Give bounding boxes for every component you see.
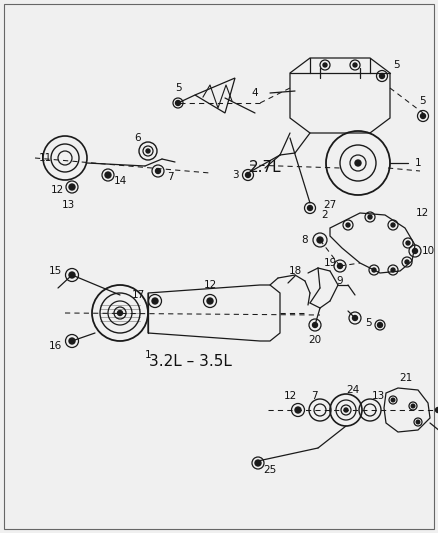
- Text: 11: 11: [39, 153, 52, 163]
- Text: 12: 12: [50, 185, 64, 195]
- Circle shape: [435, 408, 438, 413]
- Circle shape: [378, 322, 382, 327]
- Text: 10: 10: [421, 246, 434, 256]
- Text: 4: 4: [252, 88, 258, 98]
- Circle shape: [344, 408, 348, 412]
- Circle shape: [307, 206, 312, 211]
- Circle shape: [155, 168, 160, 174]
- Text: 12: 12: [415, 208, 429, 218]
- Circle shape: [346, 223, 350, 227]
- Circle shape: [368, 215, 372, 219]
- Circle shape: [317, 237, 323, 243]
- Text: 2.7L: 2.7L: [249, 160, 281, 175]
- Circle shape: [246, 173, 251, 177]
- Text: 14: 14: [113, 176, 127, 186]
- Text: 27: 27: [323, 200, 337, 210]
- Text: 2: 2: [321, 210, 328, 220]
- Circle shape: [323, 63, 327, 67]
- Circle shape: [69, 338, 75, 344]
- Circle shape: [255, 460, 261, 466]
- Circle shape: [420, 114, 425, 118]
- Text: 7: 7: [167, 172, 173, 182]
- Text: 17: 17: [131, 290, 145, 300]
- Text: 1: 1: [415, 158, 421, 168]
- Circle shape: [391, 223, 395, 227]
- Text: 5: 5: [394, 60, 400, 70]
- Text: 5: 5: [175, 83, 181, 93]
- Circle shape: [312, 322, 318, 327]
- Text: 12: 12: [203, 280, 217, 290]
- Circle shape: [353, 63, 357, 67]
- Text: 13: 13: [371, 391, 385, 401]
- Text: 18: 18: [288, 266, 302, 276]
- Circle shape: [406, 241, 410, 245]
- Text: 3: 3: [232, 170, 238, 180]
- Text: 5: 5: [365, 318, 371, 328]
- Circle shape: [416, 420, 420, 424]
- Text: 24: 24: [346, 385, 360, 395]
- Text: 25: 25: [263, 465, 277, 475]
- Text: 21: 21: [399, 373, 413, 383]
- Text: 19: 19: [323, 258, 337, 268]
- Circle shape: [413, 248, 417, 254]
- Circle shape: [391, 268, 395, 272]
- Text: 20: 20: [308, 335, 321, 345]
- Text: 1: 1: [145, 350, 151, 360]
- Circle shape: [146, 149, 150, 153]
- Circle shape: [105, 172, 111, 178]
- Circle shape: [117, 311, 123, 316]
- Circle shape: [372, 268, 376, 272]
- Circle shape: [176, 101, 180, 106]
- Text: 8: 8: [302, 235, 308, 245]
- Circle shape: [69, 272, 75, 278]
- Circle shape: [207, 298, 213, 304]
- Text: 9: 9: [337, 276, 343, 286]
- Circle shape: [391, 398, 395, 402]
- Circle shape: [338, 263, 343, 269]
- Circle shape: [405, 260, 409, 264]
- Circle shape: [295, 407, 301, 413]
- Text: 13: 13: [61, 200, 74, 210]
- Circle shape: [379, 74, 385, 78]
- Text: 7: 7: [311, 391, 317, 401]
- Circle shape: [353, 316, 357, 320]
- Circle shape: [152, 298, 158, 304]
- Circle shape: [69, 184, 75, 190]
- Text: 6: 6: [135, 133, 141, 143]
- Text: 12: 12: [283, 391, 297, 401]
- Text: 15: 15: [48, 266, 62, 276]
- Text: 3.2L – 3.5L: 3.2L – 3.5L: [148, 353, 231, 368]
- Text: 16: 16: [48, 341, 62, 351]
- Text: 5: 5: [420, 96, 426, 106]
- Circle shape: [411, 404, 415, 408]
- Circle shape: [355, 160, 361, 166]
